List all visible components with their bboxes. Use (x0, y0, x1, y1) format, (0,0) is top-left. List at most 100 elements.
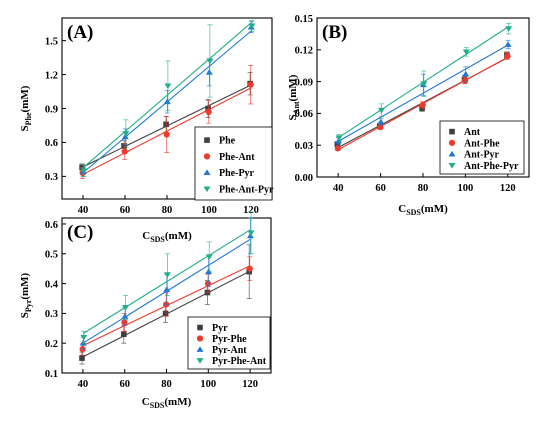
data-point (462, 49, 470, 56)
x-tick-label: 100 (200, 379, 216, 390)
series-pyr-ant (79, 217, 254, 350)
y-tick-label: 0.12 (295, 46, 313, 57)
legend-label: Ant-Phe (464, 138, 500, 149)
data-point (163, 272, 171, 278)
y-axis-label: SPhe(mM) (19, 85, 33, 131)
x-tick-label: 40 (333, 183, 344, 194)
data-point (247, 81, 254, 88)
x-tick-label: 100 (201, 205, 217, 216)
legend-marker (448, 150, 456, 157)
data-point (163, 286, 171, 292)
data-point (121, 319, 128, 326)
data-point (246, 232, 254, 239)
data-point (121, 313, 129, 319)
y-tick-label: 0.4 (45, 279, 59, 290)
legend: Phe Phe-Ant Phe-Pyr Phe-Ant-Pyr (194, 126, 274, 201)
data-point (204, 280, 212, 287)
data-point (378, 107, 385, 114)
x-tick-label: 80 (161, 379, 172, 390)
data-point (247, 230, 255, 237)
y-tick-label: 0.06 (295, 109, 313, 120)
series-ant-phe-pyr (335, 22, 513, 142)
data-point (80, 334, 88, 341)
data-point (335, 137, 342, 144)
data-point (121, 331, 127, 338)
data-point (377, 118, 385, 125)
legend-label: Phe-Ant (219, 152, 255, 163)
legend-label: Phe (219, 136, 236, 147)
series-ant-phe (334, 52, 511, 152)
data-point (505, 26, 513, 32)
y-tick-label: 0.6 (45, 220, 58, 231)
legend-marker (449, 128, 455, 135)
data-point (248, 23, 256, 30)
data-point (462, 70, 470, 77)
data-point (206, 58, 214, 65)
y-axis-label: SPyr(mM) (19, 272, 33, 318)
data-point (80, 168, 88, 175)
x-axis-label: CSDS(mM) (398, 203, 448, 217)
legend-marker (448, 139, 456, 146)
data-point (334, 145, 341, 152)
x-tick-label: 40 (78, 205, 89, 216)
y-tick-label: 0.3 (45, 309, 58, 320)
data-point (205, 108, 212, 115)
legend-marker (203, 169, 211, 176)
series-phe-pyr (79, 21, 255, 177)
data-point (504, 53, 511, 60)
series-phe-ant-pyr (80, 19, 256, 177)
data-point (163, 131, 170, 138)
legend-marker (197, 324, 203, 331)
x-axis-label: CSDS(mM) (142, 396, 192, 410)
panel-a: (A) 40 60 80 100 120 0.3 0.6 0.9 1.2 1.5 CSDS(mM) SP… (19, 17, 274, 244)
y-tick-label: 0.2 (45, 339, 58, 350)
legend-marker (204, 137, 210, 143)
data-point (121, 133, 129, 140)
y-tick-label: 0.03 (295, 141, 313, 152)
data-point (122, 305, 130, 311)
fit-line (82, 229, 251, 335)
legend-marker (196, 346, 204, 352)
y-tick-label: 0.9 (45, 104, 58, 115)
data-point (164, 83, 172, 90)
y-tick-label: 0.6 (45, 138, 58, 149)
y-tick-label: 0.15 (295, 14, 313, 25)
y-tick-label: 1.2 (45, 70, 58, 81)
panel-c: (C) 40 60 80 100 120 0.1 0.2 0.3 0.4 0.5 0.6 CSDS(mM… (19, 211, 272, 410)
x-tick-label: 100 (458, 183, 474, 194)
legend-label: Phe-Pyr (219, 168, 255, 179)
legend-marker (448, 162, 456, 169)
x-tick-label: 80 (418, 183, 429, 194)
panel-label: (B) (322, 22, 347, 43)
legend-marker (203, 153, 211, 160)
y-tick-label: 0.09 (295, 77, 313, 88)
series-pyr-phe-ant (80, 211, 255, 344)
data-point (462, 77, 469, 84)
y-tick-label: 1.5 (45, 36, 58, 47)
data-point (205, 254, 213, 261)
data-point (205, 69, 213, 75)
data-point (163, 121, 169, 128)
legend-label: Pyr (212, 323, 228, 334)
data-point (377, 124, 384, 131)
fit-line (82, 22, 252, 169)
legend-marker (203, 186, 211, 193)
x-tick-label: 120 (243, 205, 259, 216)
legend-label: Pyr-Phe (212, 334, 247, 345)
data-point (246, 265, 253, 272)
legend-label: Ant-Pyr (464, 150, 500, 161)
data-point (163, 98, 171, 105)
panel-label: (C) (67, 222, 93, 243)
legend-marker (196, 335, 204, 342)
legend-label: Ant (464, 127, 481, 138)
x-tick-label: 40 (78, 379, 89, 390)
data-point (504, 41, 512, 47)
y-tick-label: 0.00 (295, 173, 313, 184)
data-point (122, 130, 130, 137)
data-point (79, 339, 87, 346)
data-point (162, 310, 169, 317)
x-tick-label: 120 (242, 379, 258, 390)
y-tick-label: 0.3 (45, 172, 58, 183)
